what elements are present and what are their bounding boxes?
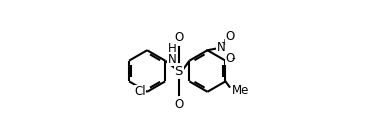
Text: O: O [225, 30, 234, 43]
Text: N: N [167, 53, 176, 66]
Text: S: S [174, 64, 183, 78]
Text: Me: Me [232, 84, 250, 97]
Text: O: O [225, 52, 234, 65]
Text: Cl: Cl [134, 85, 146, 98]
Text: H: H [167, 42, 176, 55]
Text: N: N [217, 41, 225, 54]
Text: +: + [220, 38, 228, 47]
Text: O: O [174, 31, 183, 44]
Text: -: - [231, 53, 235, 63]
Text: O: O [174, 98, 183, 111]
